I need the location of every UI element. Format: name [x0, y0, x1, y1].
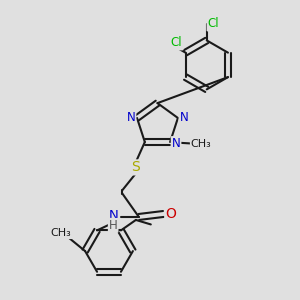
- Text: N: N: [179, 112, 188, 124]
- Text: Cl: Cl: [208, 17, 219, 31]
- Text: H: H: [109, 219, 118, 232]
- Text: Cl: Cl: [171, 36, 182, 50]
- Text: N: N: [172, 137, 180, 150]
- Text: N: N: [127, 112, 135, 124]
- Text: S: S: [131, 160, 140, 174]
- Text: O: O: [165, 207, 176, 221]
- Text: N: N: [108, 209, 118, 222]
- Text: CH₃: CH₃: [191, 139, 212, 148]
- Text: CH₃: CH₃: [51, 228, 72, 238]
